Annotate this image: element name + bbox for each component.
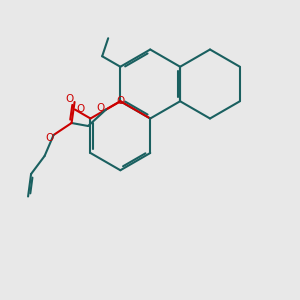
Text: O: O <box>97 103 105 113</box>
Text: O: O <box>77 104 85 115</box>
Text: O: O <box>65 94 73 104</box>
Text: O: O <box>45 133 53 143</box>
Text: O: O <box>116 96 124 106</box>
